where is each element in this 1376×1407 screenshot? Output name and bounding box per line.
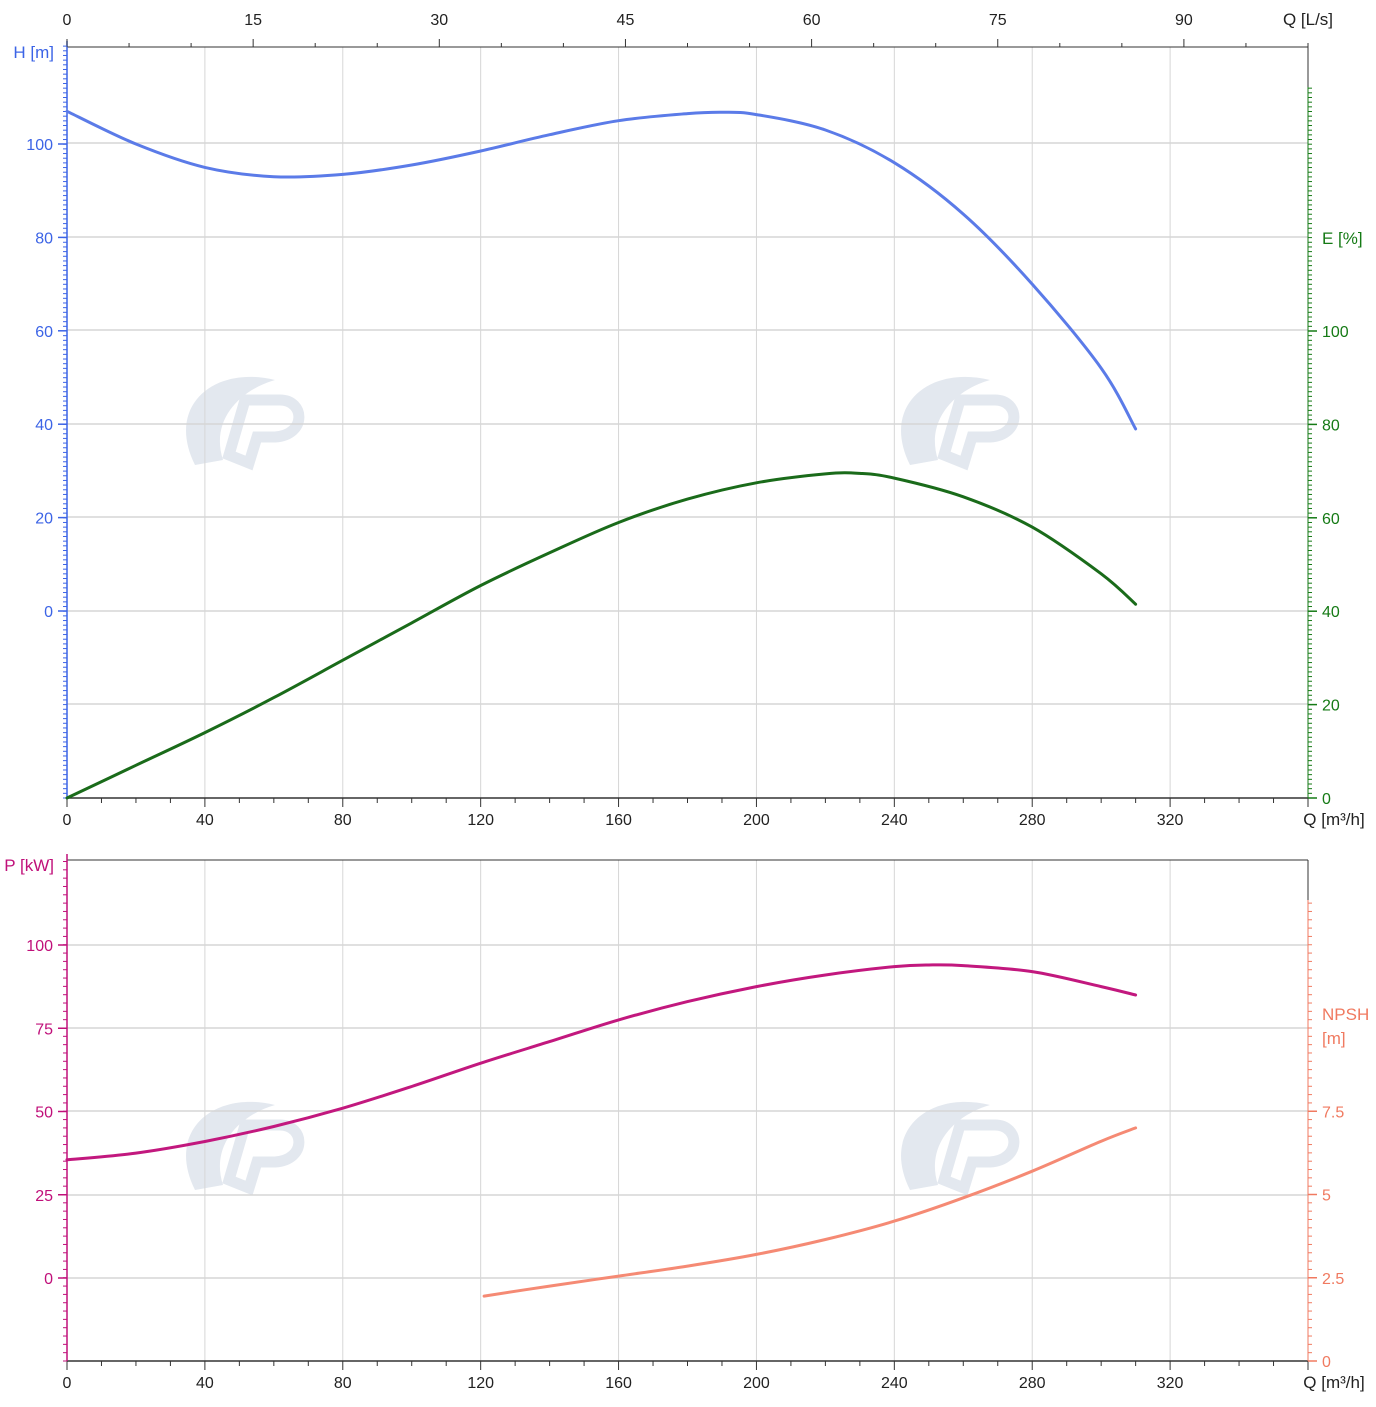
left-y-tick-label: 75 <box>35 1021 53 1038</box>
x-tick-label: 320 <box>1157 812 1184 829</box>
right-y-tick-label: 5 <box>1322 1188 1331 1205</box>
left-y-axis-title: H [m] <box>13 43 54 62</box>
right-y-tick-label: 7.5 <box>1322 1104 1344 1121</box>
x-axis-title: Q [m³/h] <box>1303 1373 1364 1392</box>
x-tick-label: 40 <box>196 1375 214 1392</box>
right-y-tick-label: 40 <box>1322 604 1340 621</box>
right-y-tick-label: 100 <box>1322 324 1349 341</box>
left-y-tick-label: 100 <box>26 938 53 955</box>
x-tick-label: 0 <box>63 1375 72 1392</box>
purity-logo-watermark <box>901 1102 1014 1190</box>
right-y-tick-label: 80 <box>1322 417 1340 434</box>
top-x-tick-label: 15 <box>244 12 262 29</box>
head-efficiency-chart: 0 40 80 120 160 200 240 280 320 Q [m³/h]0 15 30 45 60… <box>13 10 1364 829</box>
right-y-tick-label: 2.5 <box>1322 1271 1344 1288</box>
top-x-tick-label: 60 <box>803 12 821 29</box>
purity-logo-watermark <box>186 377 299 465</box>
purity-watermark-layer <box>186 377 1014 1190</box>
x-tick-label: 120 <box>467 1375 494 1392</box>
x-tick-label: 240 <box>881 1375 908 1392</box>
power-curve <box>65 963 1138 1162</box>
left-y-tick-label: 25 <box>35 1188 53 1205</box>
left-y-tick-label: 40 <box>35 417 53 434</box>
x-tick-label: 160 <box>605 812 632 829</box>
right-y-tick-label: 0 <box>1322 791 1331 808</box>
left-y-tick-label: 0 <box>44 604 53 621</box>
right-y-tick-label: 0 <box>1322 1354 1331 1371</box>
right-y-tick-label: 20 <box>1322 698 1340 715</box>
left-y-tick-label: 0 <box>44 1271 53 1288</box>
top-x-tick-label: 0 <box>63 12 72 29</box>
top-x-tick-label: 45 <box>617 12 635 29</box>
purity-logo-watermark <box>186 1102 299 1190</box>
top-x-tick-label: 30 <box>430 12 448 29</box>
top-x-axis-title: Q [L/s] <box>1283 10 1333 29</box>
x-tick-label: 160 <box>605 1375 632 1392</box>
x-tick-label: 240 <box>881 812 908 829</box>
x-tick-label: 0 <box>63 812 72 829</box>
left-y-axis-title: P [kW] <box>4 856 54 875</box>
x-tick-label: 80 <box>334 812 352 829</box>
x-tick-label: 200 <box>743 812 770 829</box>
x-tick-label: 320 <box>1157 1375 1184 1392</box>
x-tick-label: 200 <box>743 1375 770 1392</box>
x-tick-label: 40 <box>196 812 214 829</box>
left-y-tick-label: 50 <box>35 1105 53 1122</box>
left-y-tick-label: 100 <box>26 137 53 154</box>
right-y-axis-title-line: [m] <box>1322 1029 1346 1048</box>
right-y-axis-title: E [%] <box>1322 229 1363 248</box>
right-y-axis-title-line: NPSH <box>1322 1005 1369 1024</box>
left-y-tick-label: 60 <box>35 324 53 341</box>
purity-logo-watermark <box>901 377 1014 465</box>
right-y-tick-label: 60 <box>1322 511 1340 528</box>
efficiency-curve <box>65 471 1138 800</box>
x-tick-label: 280 <box>1019 812 1046 829</box>
x-tick-label: 120 <box>467 812 494 829</box>
left-y-tick-label: 80 <box>35 230 53 247</box>
left-y-tick-label: 20 <box>35 511 53 528</box>
head-curve <box>65 109 1138 431</box>
x-axis-title: Q [m³/h] <box>1303 810 1364 829</box>
npsh-curve <box>482 1126 1138 1298</box>
x-tick-label: 80 <box>334 1375 352 1392</box>
top-x-tick-label: 75 <box>989 12 1007 29</box>
x-tick-label: 280 <box>1019 1375 1046 1392</box>
top-x-tick-label: 90 <box>1175 12 1193 29</box>
power-npsh-chart: 0 40 80 120 160 200 240 280 320 Q [m³/h]025507510… <box>4 854 1369 1392</box>
